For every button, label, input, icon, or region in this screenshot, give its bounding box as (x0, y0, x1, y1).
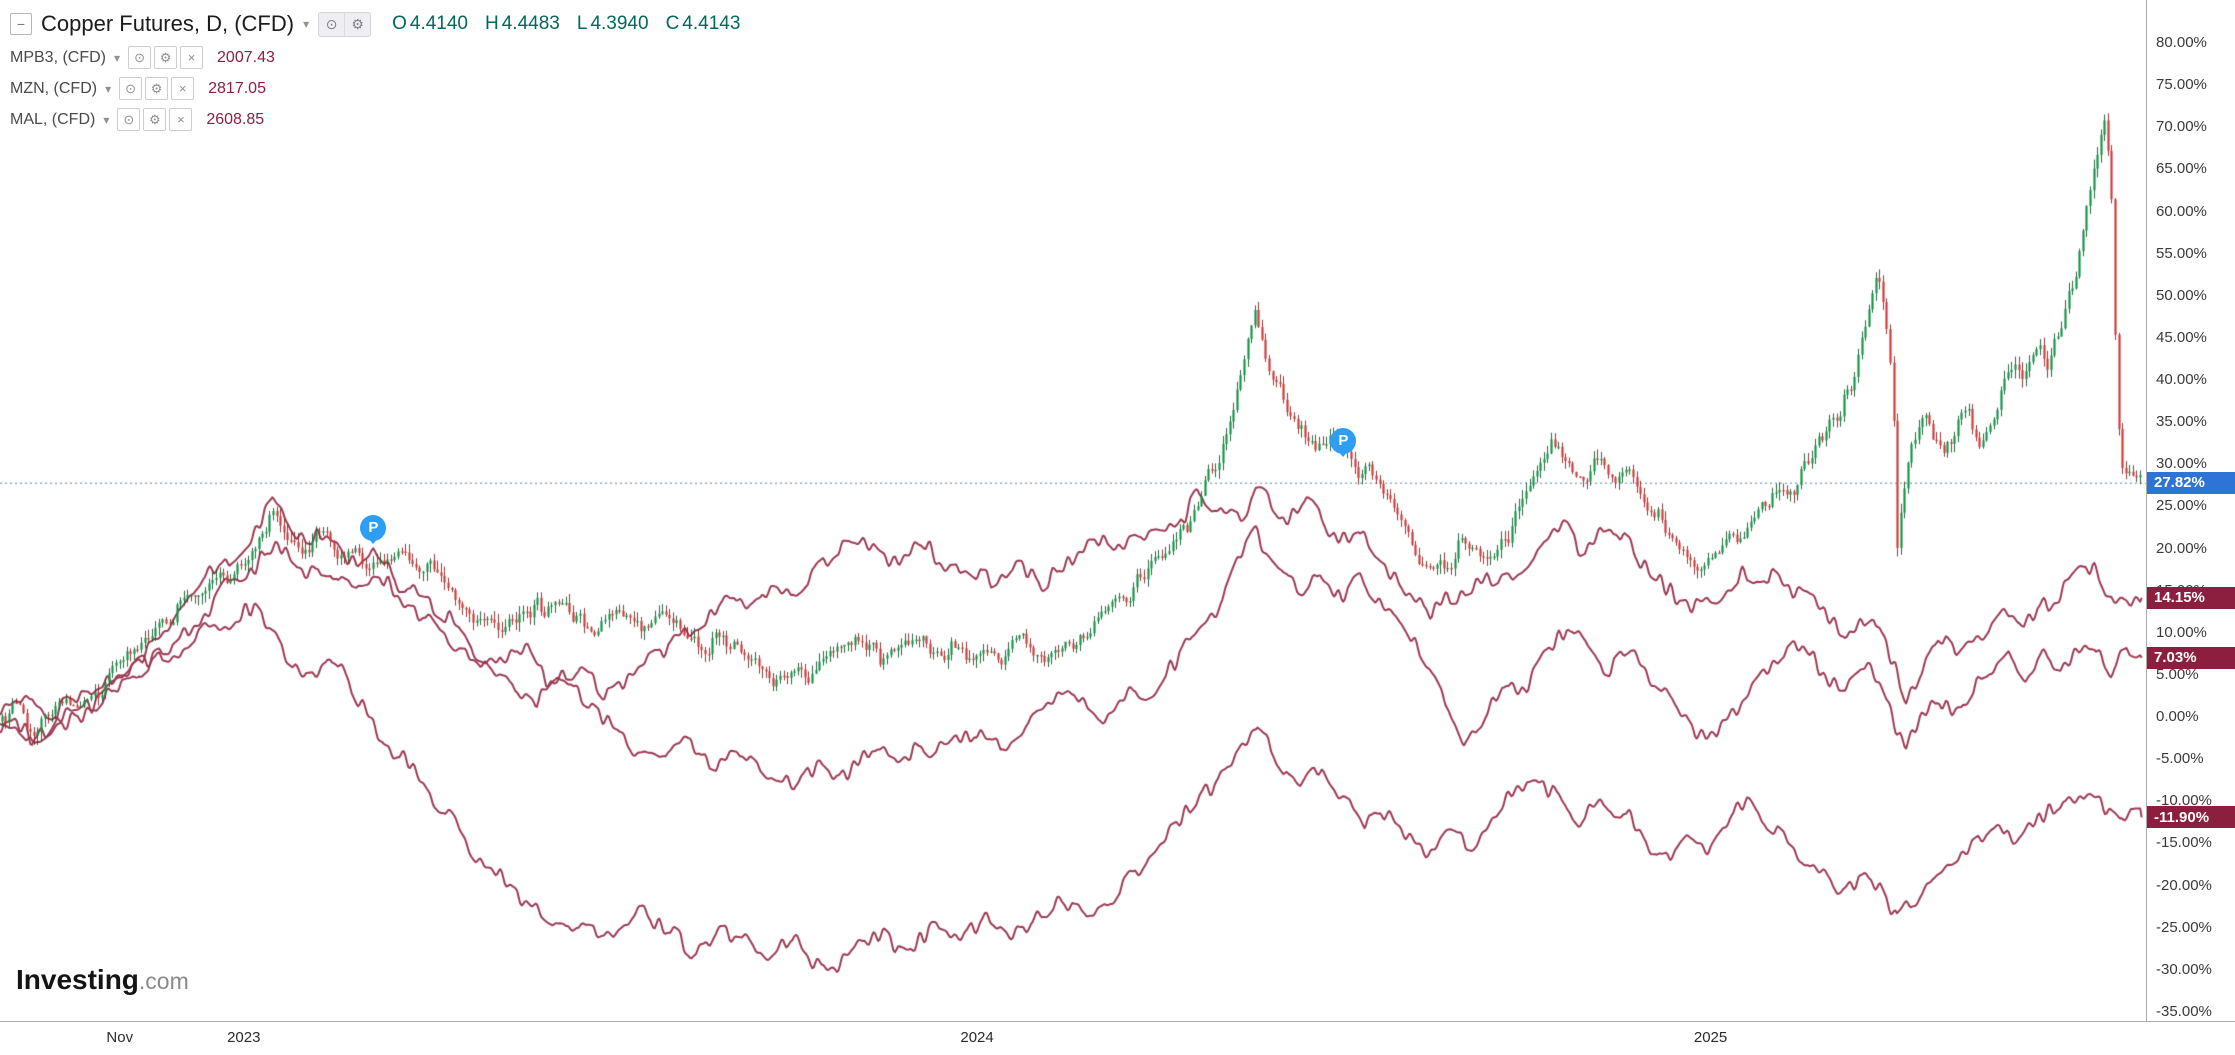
eye-icon[interactable]: ⊙ (128, 46, 152, 69)
low-value: 4.3940 (590, 13, 649, 34)
chevron-down-icon[interactable]: ▾ (114, 50, 121, 65)
gear-icon[interactable]: ⚙ (143, 108, 167, 131)
price-badge: -11.90% (2147, 806, 2235, 829)
chart-title[interactable]: Copper Futures, D, (CFD) (41, 11, 295, 36)
event-marker-icon[interactable]: P (1330, 427, 1357, 454)
price-axis-label: 45.00% (2156, 328, 2207, 346)
event-marker-icon[interactable]: P (360, 514, 387, 541)
symbol-toolbar: ⊙ ⚙ (318, 11, 372, 37)
close-icon[interactable]: × (171, 77, 195, 100)
compare-series-row-mal: MAL, (CFD) ▾ ⊙ ⚙ × 2608.85 (10, 106, 740, 133)
price-axis-label: 20.00% (2156, 539, 2207, 557)
price-axis-label: 5.00% (2156, 665, 2199, 683)
eye-icon[interactable]: ⊙ (319, 12, 346, 36)
price-axis-label: 30.00% (2156, 455, 2207, 473)
price-axis-label: -20.00% (2156, 876, 2212, 894)
price-axis-label: 65.00% (2156, 160, 2207, 178)
close-label: C (665, 13, 680, 34)
series-value: 2817.05 (208, 79, 266, 97)
close-value: 4.4143 (682, 13, 741, 34)
eye-icon[interactable]: ⊙ (117, 108, 141, 131)
price-axis-label: 0.00% (2156, 708, 2199, 726)
main-symbol-row: − Copper Futures, D, (CFD) ▾ ⊙ ⚙ O 4.4140… (10, 8, 740, 40)
price-axis-label: 40.00% (2156, 371, 2207, 389)
price-chart-area[interactable]: − Copper Futures, D, (CFD) ▾ ⊙ ⚙ O 4.4140… (0, 0, 2146, 1021)
high-value: 4.4483 (501, 13, 560, 34)
series-toolbar: ⊙ ⚙ × (119, 77, 195, 100)
chart-canvas[interactable] (0, 0, 2146, 1021)
price-axis-label: -15.00% (2156, 834, 2212, 852)
collapse-legend-button[interactable]: − (10, 13, 32, 35)
price-axis-label: -30.00% (2156, 960, 2212, 978)
close-icon[interactable]: × (169, 108, 193, 131)
logo-text-grey: .com (138, 968, 189, 994)
price-axis-label: 50.00% (2156, 286, 2207, 304)
series-value: 2608.85 (206, 110, 265, 128)
chevron-down-icon[interactable]: ▾ (105, 81, 112, 96)
price-axis-label: 10.00% (2156, 623, 2207, 641)
logo-text-bold: Investing (16, 964, 139, 995)
chart-legend: − Copper Futures, D, (CFD) ▾ ⊙ ⚙ O 4.4140… (10, 8, 740, 133)
gear-icon[interactable]: ⚙ (154, 46, 178, 69)
price-axis-label: 55.00% (2156, 244, 2207, 262)
price-badge: 7.03% (2147, 646, 2235, 669)
price-axis-label: -10.00% (2156, 792, 2212, 810)
time-axis-label: Nov (106, 1029, 134, 1046)
compare-series-row-mzn: MZN, (CFD) ▾ ⊙ ⚙ × 2817.05 (10, 75, 740, 102)
price-axis-label: -25.00% (2156, 918, 2212, 936)
series-value: 2007.43 (217, 48, 275, 66)
gear-icon[interactable]: ⚙ (351, 15, 364, 32)
price-axis-label: 35.00% (2156, 413, 2207, 431)
price-axis-label: 70.00% (2156, 118, 2207, 136)
chevron-down-icon[interactable]: ▾ (103, 112, 110, 127)
chevron-down-icon[interactable]: ▾ (303, 17, 310, 31)
series-name[interactable]: MZN, (CFD) (10, 79, 98, 97)
compare-series-row-mpb3: MPB3, (CFD) ▾ ⊙ ⚙ × 2007.43 (10, 44, 740, 71)
open-value: 4.4140 (409, 13, 468, 34)
price-axis[interactable]: 80.00% 75.00% 70.00% 65.00% 60.00% 55.00% 50.0… (2146, 0, 2235, 1021)
price-badge: 27.82% (2147, 471, 2235, 494)
series-name[interactable]: MAL, (CFD) (10, 110, 96, 128)
series-toolbar: ⊙ ⚙ × (117, 108, 193, 131)
time-axis-label: 2024 (960, 1029, 994, 1046)
open-label: O (392, 13, 407, 34)
price-axis-label: 25.00% (2156, 497, 2207, 515)
low-label: L (576, 13, 588, 34)
price-axis-label: 75.00% (2156, 76, 2207, 94)
time-axis[interactable]: Nov 2023 2024 2025 (0, 1021, 2235, 1055)
ohlc-values: O 4.4140 H 4.4483 L 4.3940 C 4.4143 (392, 13, 740, 35)
price-axis-label: -35.00% (2156, 1003, 2212, 1020)
price-badge: 14.15% (2147, 586, 2235, 609)
investing-com-logo: Investing.com (16, 964, 189, 996)
time-axis-label: 2023 (227, 1029, 261, 1046)
eye-icon[interactable]: ⊙ (119, 77, 143, 100)
time-axis-label: 2025 (1693, 1029, 1728, 1046)
close-icon[interactable]: × (180, 46, 204, 69)
series-name[interactable]: MPB3, (CFD) (10, 48, 106, 66)
gear-icon[interactable]: ⚙ (145, 77, 169, 100)
price-axis-label: 60.00% (2156, 202, 2207, 220)
price-axis-label: -5.00% (2156, 750, 2204, 768)
series-toolbar: ⊙ ⚙ × (128, 46, 204, 69)
price-axis-label: 80.00% (2156, 34, 2207, 51)
high-label: H (485, 13, 499, 34)
